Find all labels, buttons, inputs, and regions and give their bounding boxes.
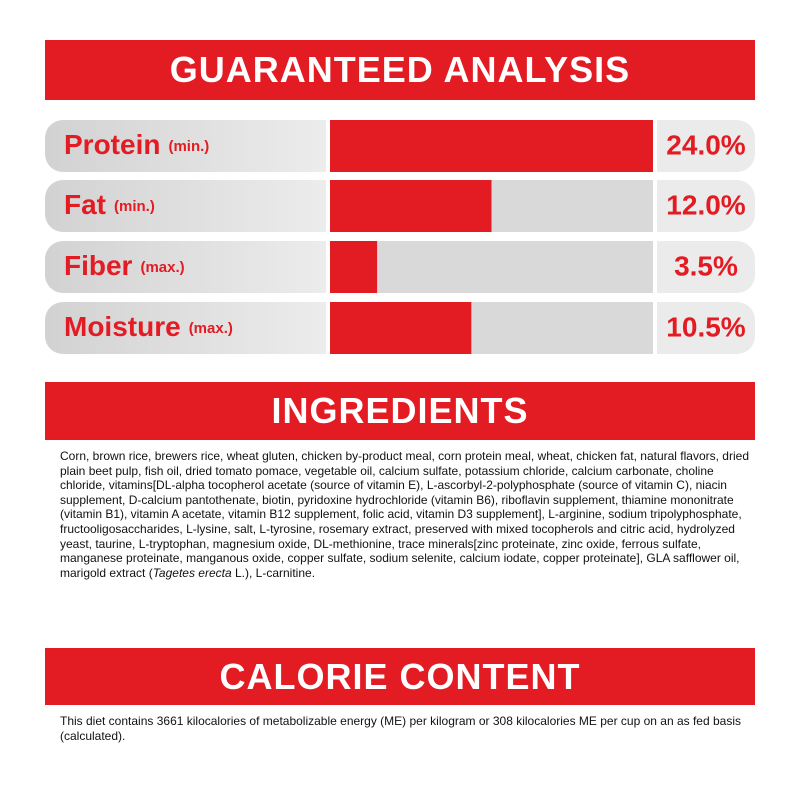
- value-box: [657, 180, 755, 232]
- qualifier: (max.): [140, 259, 184, 276]
- section-title: CALORIE CONTENT: [45, 648, 755, 705]
- calorie-text: This diet contains 3661 kilocalories of …: [60, 714, 742, 743]
- row-label: Fat (min.): [64, 189, 155, 220]
- section-title: GUARANTEED ANALYSIS: [45, 40, 755, 100]
- value-label: 24.0%: [666, 129, 745, 160]
- bar: [330, 241, 378, 293]
- row-label: Protein (min.): [64, 129, 209, 160]
- row-label: Fiber (max.): [64, 250, 185, 281]
- category: Moisture: [64, 311, 181, 342]
- bar: [330, 180, 492, 232]
- text: Corn, brown rice, brewers rice, wheat gl…: [60, 449, 749, 580]
- category: Fat: [64, 189, 106, 220]
- qualifier: (min.): [168, 138, 209, 155]
- label-box: [45, 241, 326, 293]
- section-title: INGREDIENTS: [45, 382, 755, 440]
- value-label: 12.0%: [666, 189, 745, 220]
- bar: [330, 302, 472, 354]
- label-box: [45, 302, 326, 354]
- value-box: [657, 120, 755, 172]
- qualifier: (max.): [189, 320, 233, 337]
- value-label: 10.5%: [666, 311, 745, 342]
- value-box: [657, 302, 755, 354]
- bar: [330, 120, 653, 172]
- italic-text: Tagetes erecta: [152, 565, 232, 580]
- category: Fiber: [64, 250, 133, 281]
- bar-track: [330, 241, 653, 293]
- label-box: [45, 180, 326, 232]
- ingredients-text: Corn, brown rice, brewers rice, wheat gl…: [60, 449, 758, 580]
- text: L.), L-carnitine.: [231, 565, 316, 580]
- category: Protein: [64, 129, 160, 160]
- analysis-chart: Protein (min.) 24.0% Fat (min.) 12.0% Fiber (ma…: [45, 120, 755, 354]
- label-box: [45, 120, 326, 172]
- row-label: Moisture (max.): [64, 311, 233, 342]
- qualifier: (min.): [114, 198, 155, 215]
- value-box: [657, 241, 755, 293]
- value-label: 3.5%: [674, 250, 738, 281]
